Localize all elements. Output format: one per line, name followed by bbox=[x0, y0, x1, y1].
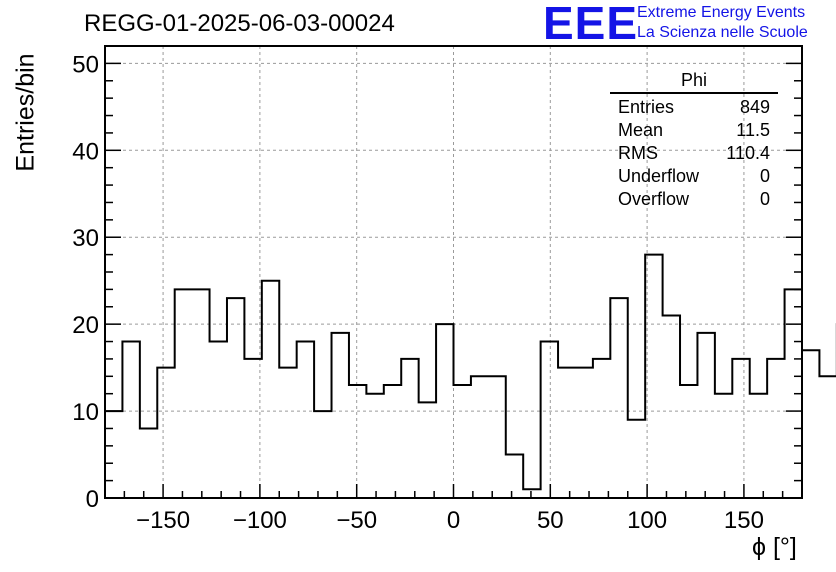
histogram-bin bbox=[314, 411, 331, 498]
histogram-bin bbox=[819, 376, 836, 498]
histogram-bin bbox=[297, 342, 314, 498]
stat-label: Overflow bbox=[618, 189, 690, 209]
histogram-bin bbox=[244, 359, 261, 498]
histogram-bin bbox=[506, 455, 523, 498]
y-tick-label: 40 bbox=[72, 138, 99, 165]
histogram-bin bbox=[697, 333, 714, 498]
stats-title: Phi bbox=[680, 70, 707, 90]
y-tick-label: 10 bbox=[72, 399, 99, 426]
x-tick-label: 150 bbox=[724, 507, 764, 534]
histogram-outline bbox=[104, 253, 836, 498]
histogram-bin bbox=[663, 315, 680, 498]
stat-value: 110.4 bbox=[726, 143, 770, 163]
eee-logo-mark: EEE bbox=[543, 0, 639, 49]
histogram-bin bbox=[175, 289, 192, 498]
histogram-bin bbox=[471, 376, 488, 498]
histogram-bin bbox=[680, 385, 697, 498]
histogram-bin bbox=[558, 368, 575, 498]
histogram-bin bbox=[227, 298, 244, 498]
histogram-bin bbox=[802, 350, 819, 498]
histogram-bin bbox=[122, 342, 139, 498]
logo-text-line1: Extreme Energy Events bbox=[637, 4, 806, 21]
histogram-bin bbox=[366, 394, 383, 498]
y-tick-label: 0 bbox=[86, 486, 99, 513]
histogram-bin bbox=[436, 324, 453, 498]
stat-value: 849 bbox=[739, 97, 770, 117]
x-axis-label: ϕ [°] bbox=[752, 533, 797, 561]
x-tick-label: −50 bbox=[336, 507, 377, 534]
stat-label: Underflow bbox=[618, 166, 700, 186]
stat-row-entries: Entries 849 bbox=[610, 96, 778, 119]
histogram-bin bbox=[750, 394, 767, 498]
histogram-bin bbox=[541, 342, 558, 498]
stats-divider bbox=[610, 92, 778, 94]
y-tick-label: 30 bbox=[72, 225, 99, 252]
histogram-bin bbox=[628, 420, 645, 498]
histogram-bin bbox=[349, 385, 366, 498]
histogram-bin bbox=[575, 368, 592, 498]
x-tick-label: −150 bbox=[136, 507, 190, 534]
histogram-bin bbox=[419, 402, 436, 498]
histogram-bin bbox=[732, 359, 749, 498]
histogram-bin bbox=[157, 368, 174, 498]
y-tick-label: 20 bbox=[72, 312, 99, 339]
stat-row-overflow: Overflow 0 bbox=[610, 188, 778, 211]
x-tick-label: 100 bbox=[627, 507, 667, 534]
histogram-bin bbox=[454, 385, 471, 498]
stat-label: RMS bbox=[618, 143, 658, 163]
y-tick-label: 50 bbox=[72, 51, 99, 78]
x-tick-label: 0 bbox=[447, 507, 460, 534]
histogram-bin bbox=[279, 368, 296, 498]
stat-value: 0 bbox=[759, 189, 770, 209]
stat-value: 0 bbox=[759, 166, 770, 186]
logo-text-line2: La Scienza nelle Scuole bbox=[637, 24, 808, 41]
histogram-bin bbox=[384, 385, 401, 498]
histogram-bin bbox=[715, 394, 732, 498]
histogram-bin bbox=[401, 359, 418, 498]
chart-title: REGG-01-2025-06-03-00024 bbox=[84, 10, 395, 37]
stat-label: Entries bbox=[618, 97, 675, 117]
stats-box: Phi Entries 849 Mean 11.5 RMS 110.4 Unde… bbox=[610, 70, 778, 211]
histogram-bin bbox=[332, 333, 349, 498]
stat-value: 11.5 bbox=[736, 120, 770, 140]
histogram-bin bbox=[192, 289, 209, 498]
histogram-bin bbox=[645, 255, 662, 498]
histogram-bin bbox=[140, 428, 157, 498]
histogram-bin bbox=[767, 359, 784, 498]
histogram-bin bbox=[210, 342, 227, 498]
histogram-bin bbox=[488, 376, 505, 498]
histogram-bin bbox=[105, 411, 122, 498]
histogram-bin bbox=[523, 489, 540, 498]
histogram-bin bbox=[593, 359, 610, 498]
histogram-bin bbox=[262, 281, 279, 498]
stat-row-mean: Mean 11.5 bbox=[610, 119, 778, 142]
stat-label: Mean bbox=[618, 120, 664, 140]
x-tick-label: −100 bbox=[233, 507, 287, 534]
stat-row-underflow: Underflow 0 bbox=[610, 165, 778, 188]
stat-row-rms: RMS 110.4 bbox=[610, 142, 778, 165]
histogram-bin bbox=[610, 298, 627, 498]
x-tick-label: 50 bbox=[537, 507, 564, 534]
